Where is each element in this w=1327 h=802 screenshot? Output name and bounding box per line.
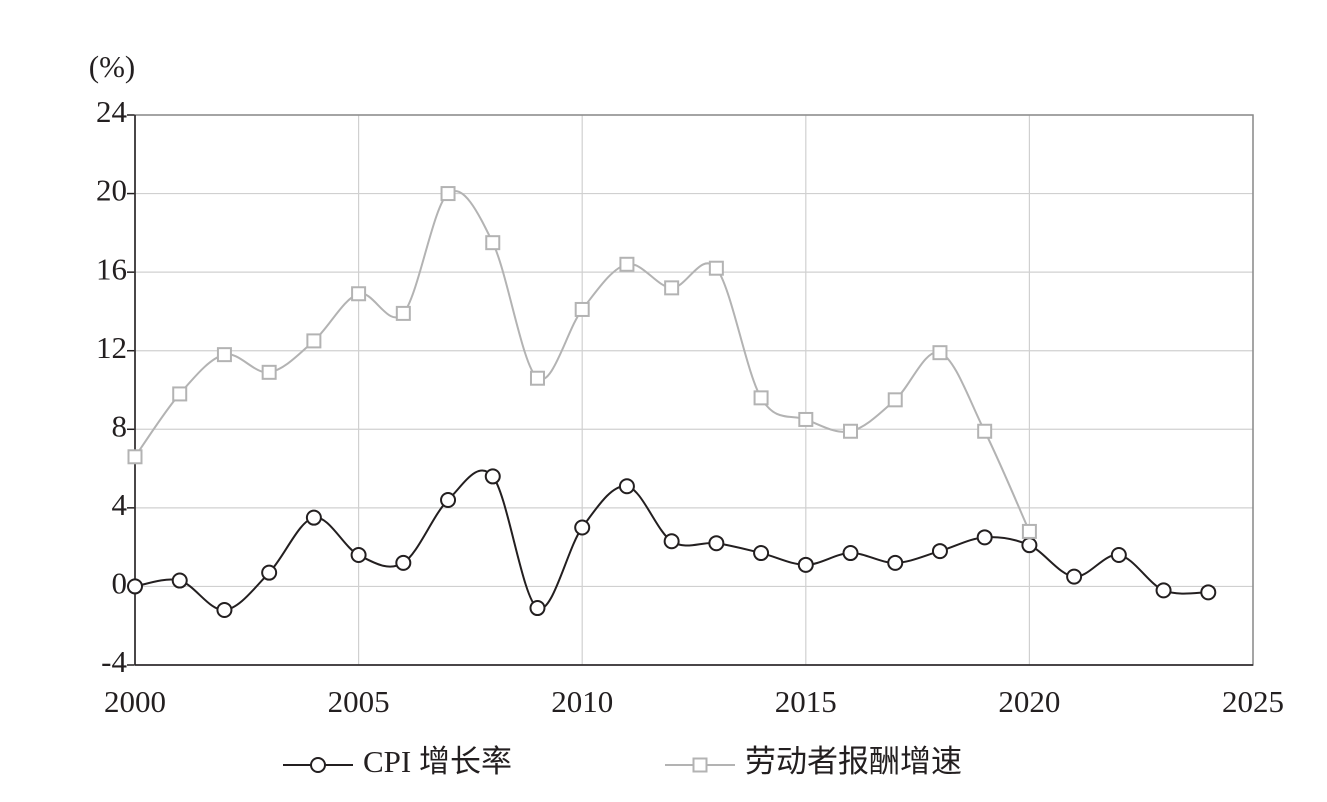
marker — [216, 347, 232, 363]
y-tick-label: -4 — [101, 644, 127, 679]
marker — [485, 235, 501, 251]
y-tick-label: 20 — [96, 173, 127, 208]
marker — [529, 600, 546, 617]
marker — [261, 364, 277, 380]
marker — [351, 286, 367, 302]
marker — [440, 186, 456, 202]
marker — [172, 386, 188, 402]
marker — [977, 423, 993, 439]
legend-label: 劳动者报酬增速 — [745, 744, 962, 779]
marker — [976, 529, 993, 546]
marker — [887, 392, 903, 408]
marker — [753, 390, 769, 406]
x-tick-label: 2025 — [1222, 684, 1284, 719]
x-tick-label: 2005 — [328, 684, 390, 719]
marker — [753, 545, 770, 562]
marker — [171, 572, 188, 589]
marker — [618, 478, 635, 495]
y-tick-label: 0 — [112, 566, 128, 601]
marker — [708, 260, 724, 276]
marker — [350, 547, 367, 563]
plot-frame — [134, 114, 1254, 666]
marker — [127, 449, 143, 465]
marker — [931, 543, 948, 560]
marker — [797, 556, 814, 573]
y-tick-label: 16 — [96, 251, 127, 286]
marker — [887, 554, 904, 571]
marker — [1021, 523, 1037, 539]
marker — [127, 578, 143, 595]
marker — [798, 411, 814, 427]
y-tick-label: 24 — [96, 94, 128, 129]
marker — [305, 509, 322, 526]
marker — [663, 533, 680, 550]
marker — [1200, 584, 1217, 601]
marker — [842, 545, 859, 562]
marker — [1110, 547, 1127, 563]
marker — [574, 519, 591, 536]
x-tick-label: 2015 — [775, 684, 837, 719]
x-tick-label: 2000 — [104, 684, 166, 719]
y-tick-label: 8 — [112, 408, 128, 443]
marker — [1066, 568, 1083, 585]
marker — [932, 345, 948, 361]
x-tick-label: 2020 — [998, 684, 1060, 719]
legend-label: CPI 增长率 — [363, 744, 512, 779]
marker — [1155, 582, 1172, 599]
marker — [306, 333, 322, 349]
marker — [843, 423, 859, 439]
y-tick-label: 12 — [96, 330, 127, 365]
marker — [529, 370, 545, 386]
x-tick-label: 2010 — [551, 684, 613, 719]
marker — [664, 280, 680, 296]
marker — [395, 554, 412, 571]
y-tick-label: 4 — [112, 487, 128, 522]
marker — [1021, 537, 1038, 554]
marker — [484, 468, 501, 485]
y-unit: (%) — [89, 49, 135, 84]
marker — [692, 757, 708, 773]
marker — [216, 602, 233, 618]
marker — [708, 535, 725, 552]
marker — [310, 757, 326, 773]
marker — [440, 492, 457, 508]
marker — [619, 256, 635, 272]
marker — [395, 305, 411, 321]
marker — [574, 301, 590, 317]
marker — [261, 564, 278, 581]
